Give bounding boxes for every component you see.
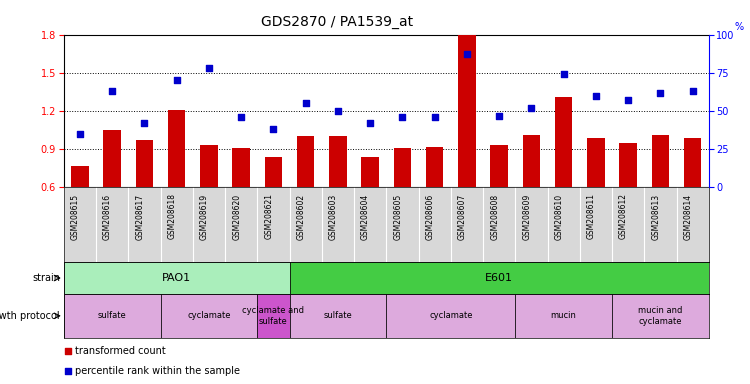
Text: GSM208620: GSM208620 [232,194,242,240]
Bar [104,130,121,187]
Text: transformed count: transformed count [75,346,166,356]
Text: GSM208603: GSM208603 [328,194,338,240]
Point [332,108,344,114]
Bar [652,135,669,187]
Text: GDS2870 / PA1539_at: GDS2870 / PA1539_at [262,15,413,29]
Text: GSM208613: GSM208613 [651,194,660,240]
Bar [290,262,709,294]
Point [460,51,472,58]
Bar [329,136,346,187]
Text: growth protocol: growth protocol [0,311,60,321]
Text: sulfate: sulfate [323,311,352,320]
Bar [458,35,476,187]
Text: GSM208612: GSM208612 [620,194,628,239]
Bar [555,97,572,187]
Bar [265,157,282,187]
Bar [257,294,290,338]
Point [74,131,86,137]
Text: GSM208604: GSM208604 [362,194,370,240]
Bar [297,136,314,187]
Point [622,97,634,103]
Point [202,65,214,71]
Bar [394,148,411,187]
Point [494,113,506,119]
Text: GSM208616: GSM208616 [103,194,112,240]
Point [299,100,312,106]
Text: GSM208611: GSM208611 [586,194,596,239]
Bar [426,147,443,187]
Bar [612,294,709,338]
Bar [684,138,701,187]
Text: mucin and
cyclamate: mucin and cyclamate [638,306,682,326]
Bar [620,143,637,187]
Bar [64,262,290,294]
Point [62,367,74,374]
Point [654,89,666,96]
Text: GSM208615: GSM208615 [70,194,80,240]
Bar [362,157,379,187]
Text: cyclamate and
sulfate: cyclamate and sulfate [242,306,304,326]
Bar [232,148,250,187]
Text: GSM208618: GSM208618 [168,194,177,239]
Bar [200,146,217,187]
Point [396,114,408,120]
Text: GSM208617: GSM208617 [135,194,144,240]
Text: GSM208610: GSM208610 [554,194,564,240]
Point [364,120,376,126]
Point [62,348,74,354]
Text: GSM208606: GSM208606 [426,194,435,240]
Text: GSM208605: GSM208605 [393,194,402,240]
Text: %: % [734,22,744,31]
Point [170,77,183,83]
Text: PAO1: PAO1 [162,273,191,283]
Text: GSM208602: GSM208602 [296,194,306,240]
Text: GSM208619: GSM208619 [200,194,208,240]
Text: cyclamate: cyclamate [188,311,231,320]
Text: cyclamate: cyclamate [429,311,472,320]
Text: GSM208614: GSM208614 [684,194,693,240]
Bar [71,166,88,187]
Text: GSM208607: GSM208607 [458,194,466,240]
Text: sulfate: sulfate [98,311,127,320]
Point [590,93,602,99]
Text: percentile rank within the sample: percentile rank within the sample [75,366,240,376]
Point [687,88,699,94]
Point [557,71,570,77]
Bar [515,294,612,338]
Bar [290,294,386,338]
Text: GSM208608: GSM208608 [490,194,500,240]
Bar [587,138,604,187]
Text: mucin: mucin [550,311,577,320]
Bar [523,135,540,187]
Text: GSM208609: GSM208609 [522,194,531,240]
Point [525,105,537,111]
Point [106,88,118,94]
Text: strain: strain [32,273,60,283]
Text: E601: E601 [485,273,513,283]
Point [138,120,150,126]
Point [236,114,248,120]
Bar [64,294,160,338]
Point [429,114,441,120]
Bar [386,294,515,338]
Bar [490,146,508,187]
Bar [136,140,153,187]
Bar [168,110,185,187]
Text: GSM208621: GSM208621 [264,194,273,239]
Bar [160,294,257,338]
Point [267,126,279,132]
